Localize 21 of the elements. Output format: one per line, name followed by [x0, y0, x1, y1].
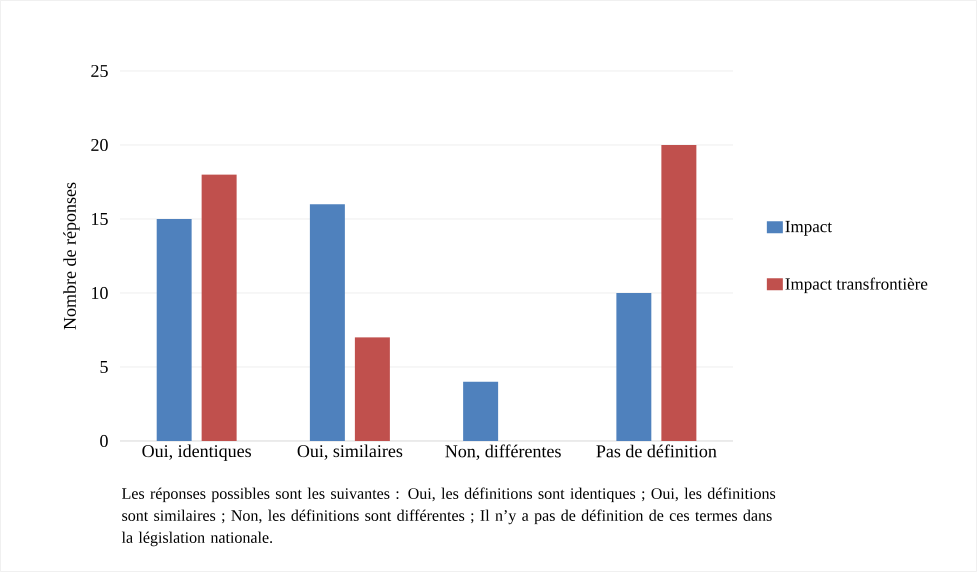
y-tick-label: 20 [91, 138, 108, 152]
y-tick-label: 0 [100, 434, 108, 448]
bar [354, 337, 390, 441]
x-tick-label: Oui, similaires [298, 444, 402, 460]
x-tick-label: Pas de définition [596, 444, 717, 458]
bar [661, 144, 696, 441]
bar [202, 174, 237, 441]
y-tick-label: 10 [92, 286, 108, 300]
x-tick-label: Non, différentes [445, 444, 561, 460]
y-tick-label: 5 [100, 361, 108, 373]
x-tick-label: Oui, identiques [142, 444, 251, 461]
bar [616, 292, 652, 441]
legend-label: Impact [785, 220, 832, 236]
y-axis-title: Nombre de réponses [63, 182, 80, 330]
y-tick-label: 15 [92, 212, 108, 226]
y-tick-label: 25 [91, 64, 108, 78]
bar [463, 382, 498, 441]
bar [156, 218, 192, 441]
bar [310, 204, 345, 441]
text: Les réponses possibles sont les suivantes : Oui, les définitions sont identiques ; Oui, les définitions sont similaires ; Non, les définitions sont différentes ; Il n’y a pas de définition de ces termes dans la législation nationale. [122, 488, 776, 546]
legend-label: Impact transfrontière [785, 278, 928, 294]
